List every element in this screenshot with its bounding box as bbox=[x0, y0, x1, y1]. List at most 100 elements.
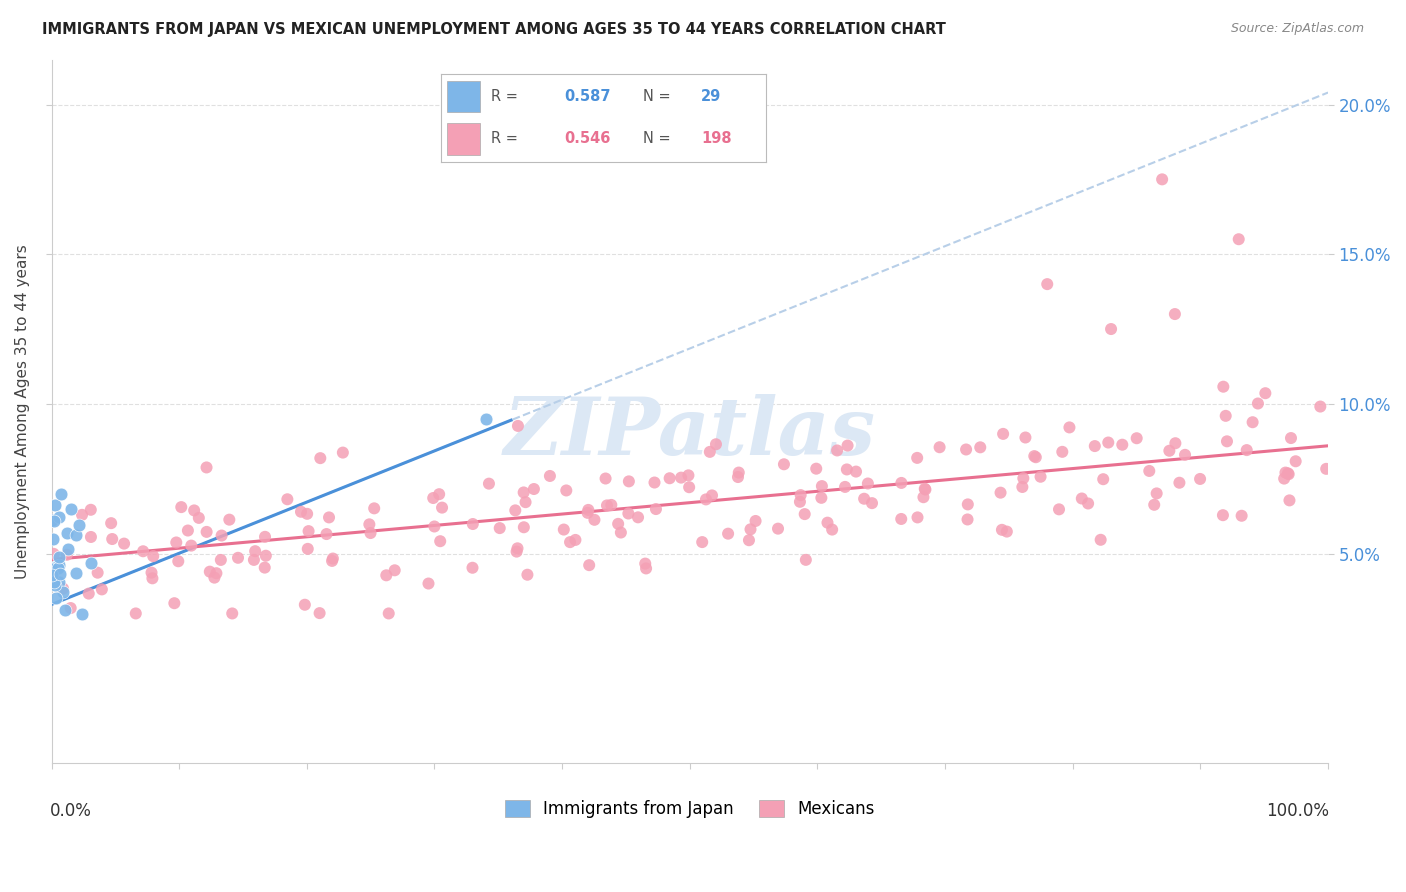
Point bbox=[860, 496, 883, 510]
Point bbox=[727, 466, 749, 480]
Point bbox=[226, 550, 249, 565]
Point bbox=[41, 576, 63, 591]
Point bbox=[856, 476, 879, 491]
Text: 0.0%: 0.0% bbox=[51, 802, 93, 820]
Point bbox=[360, 526, 382, 541]
Point bbox=[80, 530, 103, 544]
Point bbox=[558, 535, 581, 549]
Point bbox=[100, 516, 122, 530]
Point bbox=[209, 553, 232, 567]
Point bbox=[65, 528, 87, 542]
Point bbox=[793, 507, 815, 521]
Point bbox=[890, 475, 912, 490]
Point bbox=[295, 507, 318, 521]
Point bbox=[59, 501, 82, 516]
Point bbox=[607, 516, 630, 531]
Point bbox=[576, 503, 599, 517]
Point bbox=[773, 457, 796, 471]
Point bbox=[45, 591, 67, 605]
Point bbox=[165, 535, 187, 549]
Point bbox=[1052, 445, 1074, 459]
Point bbox=[198, 565, 221, 579]
Point bbox=[195, 460, 218, 475]
Point bbox=[422, 491, 444, 505]
Point bbox=[65, 566, 87, 581]
Point bbox=[418, 576, 440, 591]
Point bbox=[1279, 431, 1302, 445]
Point bbox=[1274, 466, 1296, 480]
Point bbox=[1278, 493, 1301, 508]
Point bbox=[1143, 498, 1166, 512]
Point bbox=[53, 602, 76, 616]
Point bbox=[678, 480, 700, 494]
Point bbox=[167, 554, 190, 568]
Point bbox=[853, 491, 876, 506]
Point bbox=[1059, 420, 1081, 434]
Point bbox=[600, 498, 623, 512]
Point bbox=[384, 563, 406, 577]
Point bbox=[1146, 486, 1168, 500]
Point bbox=[956, 512, 979, 526]
Point bbox=[44, 499, 66, 513]
Point bbox=[956, 497, 979, 511]
Point bbox=[309, 451, 332, 466]
Point bbox=[995, 524, 1018, 539]
Point bbox=[645, 502, 668, 516]
Point bbox=[42, 575, 65, 590]
Point bbox=[1164, 436, 1187, 450]
Point bbox=[1014, 430, 1036, 444]
Point bbox=[67, 517, 90, 532]
Point bbox=[1212, 380, 1234, 394]
Point bbox=[704, 437, 727, 451]
Point bbox=[1278, 467, 1301, 482]
Point bbox=[52, 584, 75, 599]
Point bbox=[835, 462, 858, 476]
Point bbox=[359, 517, 381, 532]
Point bbox=[321, 554, 343, 568]
Point bbox=[1137, 464, 1160, 478]
Point bbox=[41, 513, 63, 527]
Point bbox=[42, 532, 65, 546]
Point bbox=[318, 510, 340, 524]
Point bbox=[1247, 396, 1270, 410]
Point bbox=[49, 487, 72, 501]
Point bbox=[1254, 386, 1277, 401]
Point bbox=[595, 471, 617, 485]
Point bbox=[48, 575, 70, 590]
Point bbox=[513, 520, 536, 534]
Point bbox=[375, 568, 398, 582]
Point bbox=[86, 566, 108, 580]
Point bbox=[332, 445, 354, 459]
Point bbox=[695, 492, 717, 507]
Point bbox=[294, 598, 316, 612]
Text: IMMIGRANTS FROM JAPAN VS MEXICAN UNEMPLOYMENT AMONG AGES 35 TO 44 YEARS CORRELAT: IMMIGRANTS FROM JAPAN VS MEXICAN UNEMPLO… bbox=[42, 22, 946, 37]
Point bbox=[825, 443, 848, 458]
Point bbox=[315, 527, 337, 541]
Point bbox=[1159, 443, 1181, 458]
Point bbox=[205, 566, 228, 581]
Text: Source: ZipAtlas.com: Source: ZipAtlas.com bbox=[1230, 22, 1364, 36]
Point bbox=[821, 523, 844, 537]
Point bbox=[56, 548, 79, 562]
Point bbox=[928, 440, 950, 454]
Point bbox=[617, 507, 640, 521]
Point bbox=[44, 578, 66, 592]
Point bbox=[48, 509, 70, 524]
Point bbox=[423, 519, 446, 533]
Point bbox=[187, 511, 209, 525]
Point bbox=[583, 513, 606, 527]
Point bbox=[845, 465, 868, 479]
Point bbox=[636, 561, 658, 575]
Point bbox=[101, 532, 124, 546]
Point bbox=[506, 418, 529, 433]
Point bbox=[221, 607, 243, 621]
Point bbox=[474, 412, 496, 426]
Point bbox=[427, 487, 450, 501]
Point bbox=[48, 566, 70, 581]
Point bbox=[202, 571, 225, 585]
Point bbox=[1012, 471, 1035, 485]
Point bbox=[1168, 475, 1191, 490]
Point bbox=[363, 501, 385, 516]
Point bbox=[1277, 467, 1299, 481]
Point bbox=[77, 586, 100, 600]
